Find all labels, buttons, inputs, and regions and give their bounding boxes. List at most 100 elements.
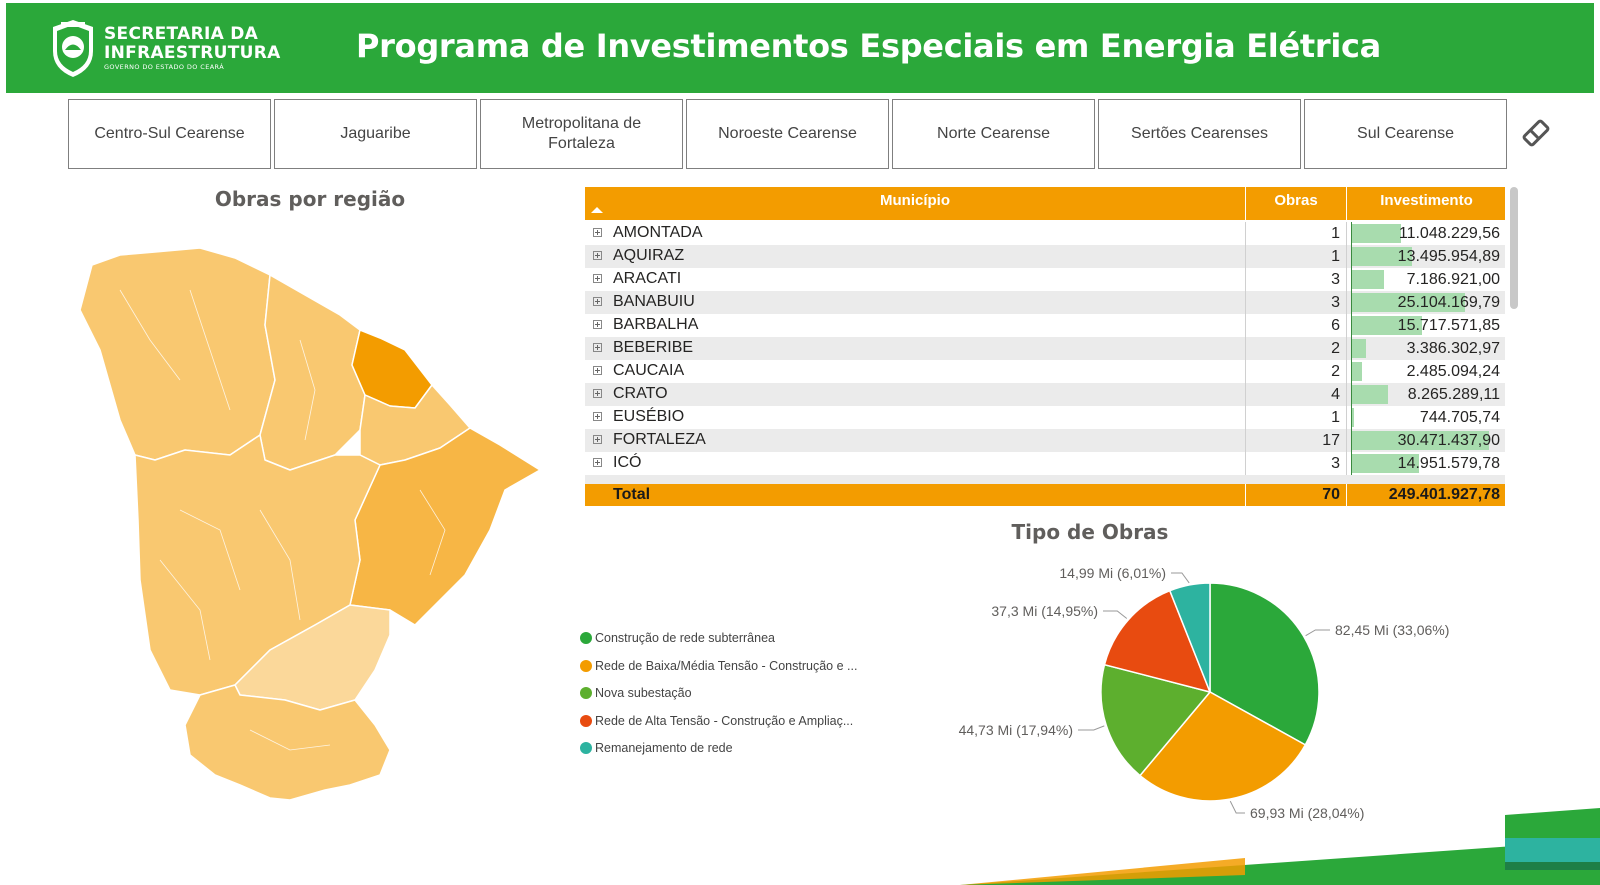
expand-icon[interactable]	[593, 366, 602, 375]
investment-databar	[1351, 224, 1401, 243]
cell-investimento: 2.485.094,24	[1346, 360, 1505, 383]
legend-label: Rede de Baixa/Média Tensão - Construção …	[595, 658, 858, 673]
expand-icon[interactable]	[593, 251, 602, 260]
map-region-sertoes[interactable]	[134, 434, 381, 696]
table-row[interactable]: EUSÉBIO 1 744.705,74	[585, 406, 1505, 429]
region-button-centro-sul[interactable]: Centro-Sul Cearense	[68, 99, 271, 169]
investment-databar	[1351, 270, 1384, 289]
table-row[interactable]: BEBERIBE 2 3.386.302,97	[585, 337, 1505, 360]
cell-municipio: BEBERIBE	[613, 339, 694, 356]
pie-slice[interactable]	[1100, 663, 1212, 777]
table-row[interactable]: AMONTADA 1 11.048.229,56	[585, 222, 1505, 245]
investment-value: 15.717.571,85	[1397, 317, 1500, 334]
table-row[interactable]: ARACATI 3 7.186.921,00	[585, 268, 1505, 291]
cell-investimento: 3.386.302,97	[1346, 337, 1505, 360]
table-scrollbar[interactable]	[1510, 187, 1518, 309]
table-row-partial[interactable]	[585, 475, 1505, 484]
sort-ascending-icon[interactable]	[591, 207, 603, 213]
table-body: AMONTADA 1 11.048.229,56 AQUIRAZ 1 13.495.954…	[585, 222, 1505, 484]
legend-item[interactable]: Remanejamento de rede	[580, 738, 857, 766]
investment-value: 2.485.094,24	[1406, 363, 1500, 380]
table-header: Município Obras Investimento	[585, 187, 1505, 220]
table-row[interactable]: AQUIRAZ 1 13.495.954,89	[585, 245, 1505, 268]
investment-databar	[1351, 431, 1489, 450]
investment-databar	[1351, 293, 1465, 312]
pie-data-label: 44,73 Mi (17,94%)	[959, 722, 1073, 738]
expand-icon[interactable]	[593, 389, 602, 398]
cell-municipio: ARACATI	[613, 270, 682, 287]
municipio-table: Município Obras Investimento AMONTADA 1 11…	[585, 187, 1505, 507]
region-button-sertoes[interactable]: Sertões Cearenses	[1098, 99, 1301, 169]
logo-subtitle: GOVERNO DO ESTADO DO CEARÁ	[104, 63, 225, 71]
pie-slice[interactable]	[1103, 589, 1212, 694]
legend-item[interactable]: Rede de Baixa/Média Tensão - Construção …	[580, 656, 857, 684]
pie-slice[interactable]	[1138, 691, 1307, 802]
expand-icon[interactable]	[593, 228, 602, 237]
header-investimento[interactable]: Investimento	[1346, 187, 1506, 220]
databar-axis	[1351, 429, 1352, 452]
header-municipio[interactable]: Município	[880, 192, 950, 209]
pie-slice[interactable]	[1209, 582, 1320, 746]
expand-icon[interactable]	[593, 343, 602, 352]
cell-investimento: 25.104.169,79	[1346, 291, 1505, 314]
pie-title: Tipo de Obras	[1011, 520, 1169, 544]
cell-municipio: AMONTADA	[613, 224, 703, 241]
investment-databar	[1351, 454, 1419, 473]
region-slicer: Centro-Sul Cearense Jaguaribe Metropolit…	[68, 99, 1507, 171]
eraser-icon[interactable]	[1521, 118, 1551, 148]
cell-obras: 1	[1245, 406, 1340, 429]
investment-databar	[1351, 247, 1413, 266]
table-row[interactable]: ICÓ 3 14.951.579,78	[585, 452, 1505, 475]
legend-item[interactable]: Rede de Alta Tensão - Construção e Ampli…	[580, 711, 857, 739]
databar-axis	[1351, 452, 1352, 475]
cell-obras: 3	[1245, 268, 1340, 291]
cell-investimento: 7.186.921,00	[1346, 268, 1505, 291]
legend-dot-icon	[580, 632, 592, 644]
total-obras: 70	[1245, 484, 1340, 506]
leader-line	[1103, 610, 1128, 619]
table-row[interactable]: CRATO 4 8.265.289,11	[585, 383, 1505, 406]
cell-municipio: BARBALHA	[613, 316, 699, 333]
legend-item[interactable]: Construção de rede subterrânea	[580, 628, 857, 656]
expand-icon[interactable]	[593, 274, 602, 283]
legend-item[interactable]: Nova subestação	[580, 683, 857, 711]
databar-axis	[1351, 314, 1352, 337]
cell-obras: 3	[1245, 452, 1340, 475]
expand-icon[interactable]	[593, 435, 602, 444]
cell-obras: 2	[1245, 337, 1340, 360]
databar-axis	[1351, 337, 1352, 360]
table-row[interactable]: FORTALEZA 17 30.471.437,90	[585, 429, 1505, 452]
decorative-footer-graphic	[960, 808, 1600, 885]
cell-investimento: 744.705,74	[1346, 406, 1505, 429]
region-button-jaguaribe[interactable]: Jaguaribe	[274, 99, 477, 169]
map-region-sul[interactable]	[184, 684, 391, 801]
header-obras[interactable]: Obras	[1245, 187, 1346, 220]
region-button-noroeste[interactable]: Noroeste Cearense	[686, 99, 889, 169]
region-button-norte[interactable]: Norte Cearense	[892, 99, 1095, 169]
cell-municipio: EUSÉBIO	[613, 408, 685, 425]
cell-obras: 6	[1245, 314, 1340, 337]
cell-investimento: 11.048.229,56	[1346, 222, 1505, 245]
table-row[interactable]: BANABUIU 3 25.104.169,79	[585, 291, 1505, 314]
expand-icon[interactable]	[593, 458, 602, 467]
expand-icon[interactable]	[593, 320, 602, 329]
cell-obras: 1	[1245, 245, 1340, 268]
map-region-norte[interactable]	[259, 274, 366, 471]
cell-obras: 3	[1245, 291, 1340, 314]
investment-databar	[1351, 316, 1423, 335]
databar-axis	[1351, 291, 1352, 314]
investment-value: 14.951.579,78	[1397, 455, 1500, 472]
pie-slice[interactable]	[1168, 582, 1211, 693]
investment-databar	[1351, 385, 1389, 404]
region-button-sul[interactable]: Sul Cearense	[1304, 99, 1507, 169]
page-title: Programa de Investimentos Especiais em E…	[356, 27, 1381, 65]
expand-icon[interactable]	[593, 297, 602, 306]
map-region-noroeste[interactable]	[79, 247, 276, 461]
ceara-region-map	[79, 247, 541, 801]
header-bar: SECRETARIA DA INFRAESTRUTURA GOVERNO DO …	[6, 3, 1594, 93]
region-button-metropolitana[interactable]: Metropolitana de Fortaleza	[480, 99, 683, 169]
legend-label: Nova subestação	[595, 686, 692, 700]
table-row[interactable]: BARBALHA 6 15.717.571,85	[585, 314, 1505, 337]
table-row[interactable]: CAUCAIA 2 2.485.094,24	[585, 360, 1505, 383]
expand-icon[interactable]	[593, 412, 602, 421]
